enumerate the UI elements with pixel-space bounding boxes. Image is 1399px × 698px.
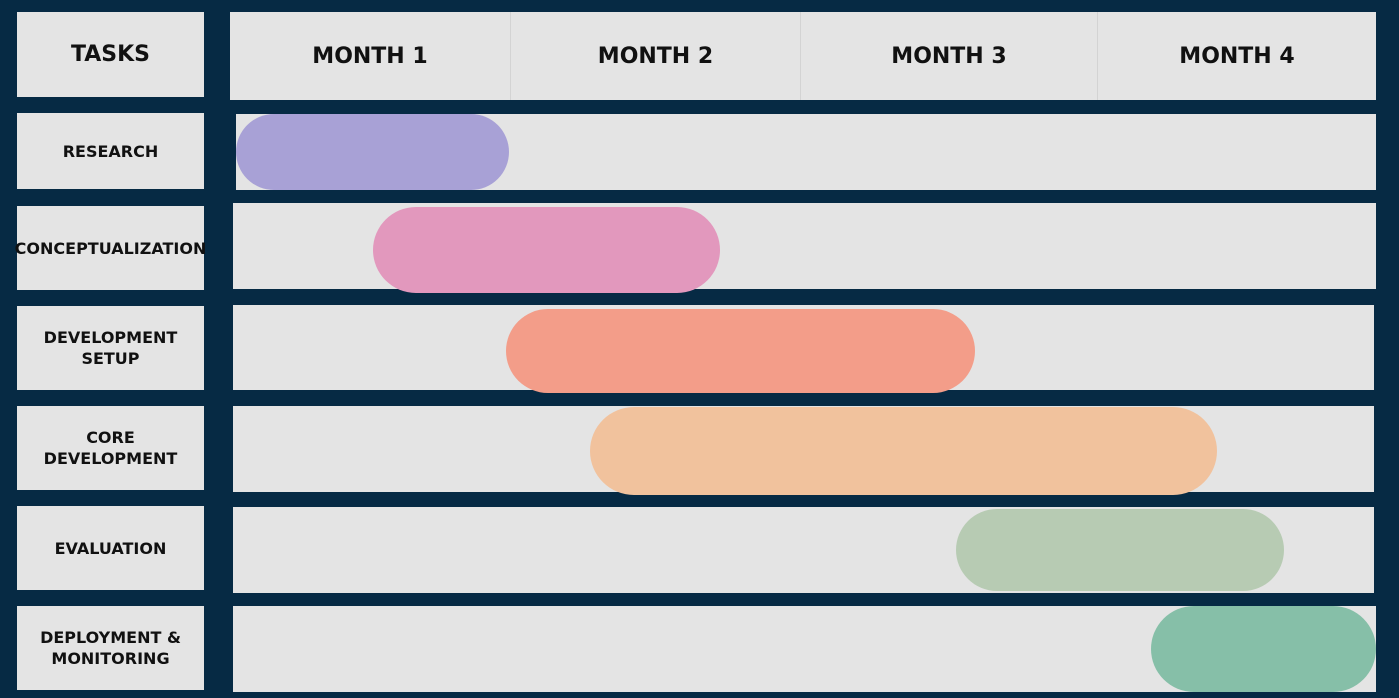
month-label-2: MONTH 2 [597,43,714,69]
task-label-research: RESEARCH [17,113,204,189]
tasks-header: TASKS [17,12,204,97]
month-header-1: MONTH 1 [230,12,511,100]
task-bar-evaluation [956,509,1284,591]
month-header-2: MONTH 2 [511,12,801,100]
task-label-development-setup: DEVELOPMENT SETUP [17,306,204,390]
month-header-4: MONTH 4 [1098,12,1376,100]
task-bar-core-development [590,407,1217,495]
task-label-text: CONCEPTUALIZATION [14,238,207,258]
tasks-header-label: TASKS [70,42,151,67]
task-label-core-development: CORE DEVELOPMENT [17,406,204,490]
month-label-4: MONTH 4 [1179,43,1295,69]
task-label-text: EVALUATION [54,538,167,558]
month-header-3: MONTH 3 [801,12,1098,100]
task-label-text: DEPLOYMENT & MONITORING [40,628,181,668]
task-bar-development-setup [506,309,975,393]
month-header-row: MONTH 1 MONTH 2 MONTH 3 MONTH 4 [230,12,1376,100]
month-label-3: MONTH 3 [891,43,1007,69]
task-label-deployment-monitoring: DEPLOYMENT & MONITORING [17,606,204,690]
task-bar-research [236,114,509,190]
task-label-text: DEVELOPMENT SETUP [43,328,178,368]
task-label-text: RESEARCH [62,141,159,161]
task-bar-conceptualization [373,207,720,293]
month-label-1: MONTH 1 [312,43,428,69]
task-label-conceptualization: CONCEPTUALIZATION [14,206,207,290]
task-label-evaluation: EVALUATION [17,506,204,590]
task-label-text: CORE DEVELOPMENT [43,428,178,468]
task-bar-deployment-monitoring [1151,606,1376,692]
